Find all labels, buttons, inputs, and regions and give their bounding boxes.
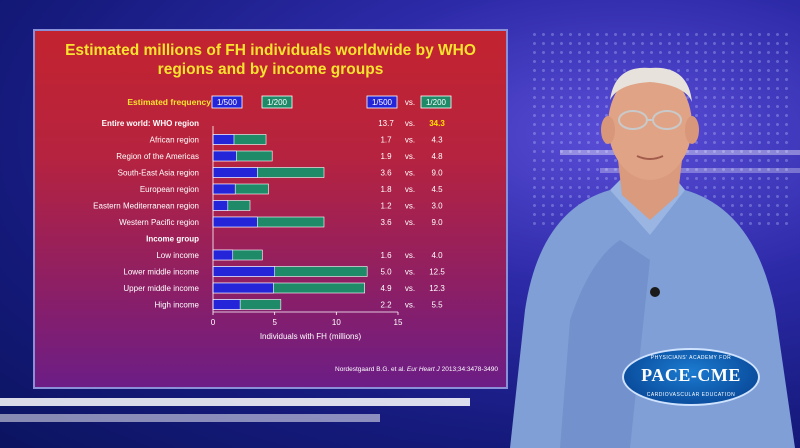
bar-1-500 xyxy=(212,134,235,145)
bar-1-500 xyxy=(212,249,234,261)
column-header-vs: vs. xyxy=(405,98,415,107)
vs-text: vs. xyxy=(405,284,415,293)
background-stripe xyxy=(0,398,470,406)
vs-text: vs. xyxy=(405,136,415,145)
value-1-500: 1.2 xyxy=(380,202,392,211)
legend-1-500: 1/500 xyxy=(217,98,238,107)
row-label: Income group xyxy=(146,235,199,244)
lapel-microphone xyxy=(650,287,660,297)
citation-authors: Nordestgaard B.G. et al. xyxy=(335,366,406,373)
bar-1-500 xyxy=(212,200,229,211)
bar-1-500 xyxy=(212,167,258,178)
vs-text: vs. xyxy=(405,301,415,310)
pace-cme-logo: PHYSICIANS' ACADEMY FOR PACE-CME CARDIOV… xyxy=(622,348,760,406)
background-stripe xyxy=(0,414,380,422)
value-1-500: 1.6 xyxy=(380,251,392,260)
value-1-200: 9.0 xyxy=(431,218,443,227)
value-1-200: 34.3 xyxy=(429,119,445,128)
column-header-1-500: 1/500 xyxy=(372,98,393,107)
row-label: Upper middle income xyxy=(123,284,199,293)
row-label: South-East Asia region xyxy=(118,169,199,178)
vs-text: vs. xyxy=(405,218,415,227)
logo-bottom-text: CARDIOVASCULAR EDUCATION xyxy=(646,392,736,398)
vs-text: vs. xyxy=(405,185,415,194)
bar-1-500 xyxy=(212,282,274,294)
value-1-500: 13.7 xyxy=(378,119,394,128)
vs-text: vs. xyxy=(405,119,415,128)
row-label: Region of the Americas xyxy=(116,152,199,161)
row-label: Eastern Mediterranean region xyxy=(93,202,199,211)
legend-1-200-swatch xyxy=(261,95,293,109)
row-label: Western Pacific region xyxy=(119,218,199,227)
bar-1-500 xyxy=(212,150,237,162)
bar-1-500 xyxy=(212,299,241,310)
row-label: Lower middle income xyxy=(123,268,199,277)
value-1-200: 5.5 xyxy=(431,301,443,310)
value-1-200: 4.8 xyxy=(431,152,443,161)
fh-bar-chart: Estimated frequency 1/500 1/200 1/500 vs. 1/2… xyxy=(93,95,452,341)
x-tick-label: 5 xyxy=(272,318,277,327)
x-tick-label: 10 xyxy=(332,318,341,327)
presenter-ear-left xyxy=(601,116,615,144)
presenter-head xyxy=(608,70,692,180)
bar-1-500 xyxy=(212,183,236,195)
column-header-1-500-swatch xyxy=(366,95,398,109)
presenter-ear-right xyxy=(685,116,699,144)
slide-title: Estimated millions of FH individuals wor… xyxy=(65,42,476,78)
value-1-500: 1.9 xyxy=(380,152,392,161)
value-1-500: 1.7 xyxy=(380,136,392,145)
value-1-200: 4.3 xyxy=(431,136,443,145)
value-1-500: 4.9 xyxy=(380,284,392,293)
column-header-1-200-swatch xyxy=(420,95,452,109)
value-1-200: 12.5 xyxy=(429,268,445,277)
vs-text: vs. xyxy=(405,268,415,277)
vs-text: vs. xyxy=(405,169,415,178)
value-1-200: 3.0 xyxy=(431,202,443,211)
row-label: Low income xyxy=(156,251,199,260)
logo-top-text: PHYSICIANS' ACADEMY FOR xyxy=(650,355,732,361)
value-1-200: 12.3 xyxy=(429,284,445,293)
presenter-glasses xyxy=(618,110,682,130)
presenter-shirt-shadow xyxy=(560,240,650,448)
presenter-hair xyxy=(610,67,692,102)
row-label: Entire world: WHO region xyxy=(102,119,199,128)
value-1-200: 9.0 xyxy=(431,169,443,178)
frequency-header-label: Estimated frequency xyxy=(127,97,211,107)
row-label: High income xyxy=(155,301,200,310)
value-1-500: 3.6 xyxy=(380,218,392,227)
row-label: European region xyxy=(140,185,199,194)
value-1-500: 2.2 xyxy=(380,301,392,310)
vs-text: vs. xyxy=(405,251,415,260)
citation-journal: Eur Heart J xyxy=(406,366,440,373)
vs-text: vs. xyxy=(405,202,415,211)
value-1-500: 1.8 xyxy=(380,185,392,194)
value-1-500: 3.6 xyxy=(380,169,392,178)
bar-1-500 xyxy=(212,216,258,228)
value-1-500: 5.0 xyxy=(380,268,392,277)
presentation-slide: Estimated millions of FH individuals wor… xyxy=(33,29,508,389)
value-1-200: 4.0 xyxy=(431,251,443,260)
presenter-mouth xyxy=(636,155,664,160)
column-header-1-200: 1/200 xyxy=(426,98,447,107)
vs-text: vs. xyxy=(405,152,415,161)
bar-1-500 xyxy=(212,266,275,277)
x-axis-label: Individuals with FH (millions) xyxy=(260,332,362,341)
legend-1-500-swatch xyxy=(211,95,243,109)
citation-reference: 2013;34:3478-3490 xyxy=(441,366,498,373)
value-1-200: 4.5 xyxy=(431,185,443,194)
legend-1-200: 1/200 xyxy=(267,98,288,107)
row-label: African region xyxy=(150,136,199,145)
x-tick-label: 0 xyxy=(211,318,216,327)
x-tick-label: 15 xyxy=(394,318,403,327)
citation: Nordestgaard B.G. et al. Eur Heart J 201… xyxy=(335,366,498,373)
logo-main-text: PACE-CME xyxy=(641,365,741,385)
background-stripe xyxy=(600,168,800,173)
